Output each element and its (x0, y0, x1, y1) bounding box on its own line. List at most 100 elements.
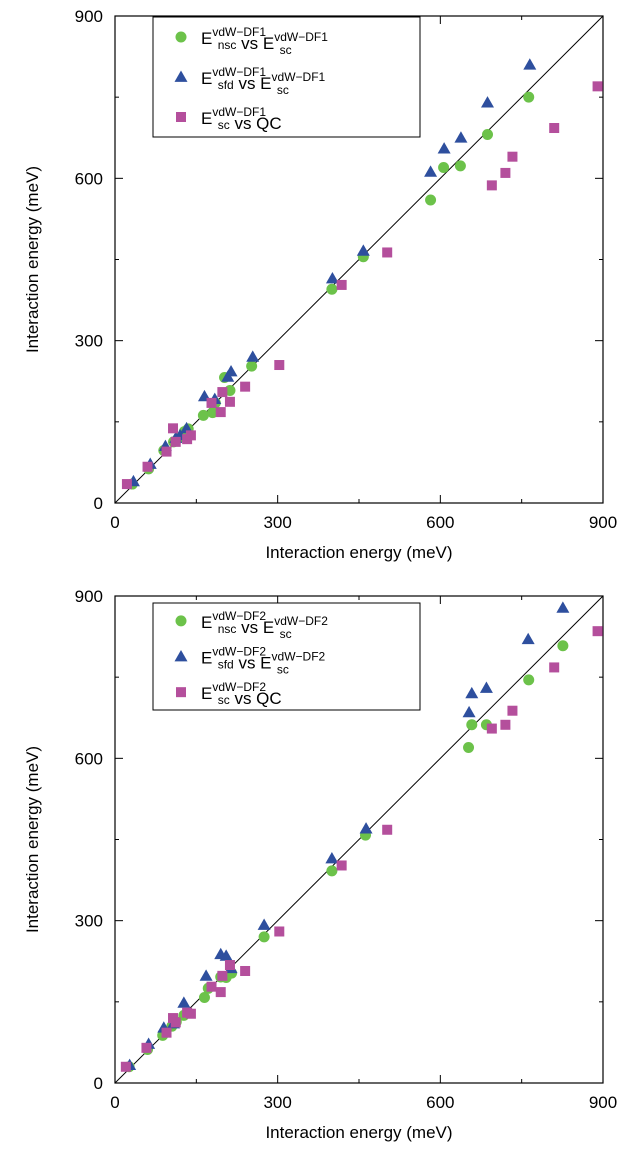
data-point (463, 742, 475, 754)
x-tick-label: 0 (110, 513, 119, 532)
data-point (557, 640, 569, 652)
legend-text-part: vs E (234, 74, 272, 93)
legend-text-part: sc (280, 627, 292, 641)
data-point (523, 674, 535, 686)
legend-text-part: E (201, 613, 212, 632)
data-point (198, 992, 210, 1004)
y-tick-label: 900 (75, 7, 103, 26)
legend-marker (174, 70, 188, 82)
data-point (438, 162, 450, 174)
data-point (215, 407, 226, 418)
data-point (549, 123, 560, 134)
legend-text-part: nsc (218, 622, 237, 636)
chart-panel-1: 0 300 600 900 0 300 600 900 Interaction energy (… (23, 7, 617, 562)
legend-text-part: vdW−DF2 (212, 680, 266, 694)
legend-entry: EvdW−DF1 sfd vs EvdW−DF1 sc (201, 65, 326, 97)
data-point (454, 131, 468, 143)
legend-entry: EvdW−DF2 sc vs QC (201, 680, 282, 708)
legend-marker (175, 31, 187, 43)
legend-marker (176, 112, 186, 122)
legend-text-part: vdW−DF2 (212, 645, 266, 659)
data-point (326, 865, 338, 877)
data-point (592, 81, 603, 92)
data-point (168, 423, 179, 434)
data-point (325, 851, 339, 864)
data-point (356, 244, 370, 256)
data-point (465, 686, 479, 699)
legend-text-part: vdW−DF1 (272, 70, 326, 84)
y-axis-label: Interaction energy (meV) (23, 746, 42, 933)
y-tick-label: 300 (75, 912, 103, 931)
data-point (197, 409, 209, 421)
legend-text-part: sc (218, 693, 230, 707)
legend-entry: EvdW−DF1 nsc vs EvdW−DF1 sc (201, 25, 328, 57)
data-point (325, 271, 339, 284)
data-point (246, 350, 260, 362)
x-tick-label: 600 (426, 513, 454, 532)
y-axis-label: Interaction energy (meV) (23, 166, 42, 353)
data-point (120, 1061, 131, 1072)
y-tick-label: 600 (75, 749, 103, 768)
data-point (224, 396, 235, 407)
data-point (121, 479, 132, 490)
data-point (462, 705, 476, 718)
data-point (224, 960, 235, 971)
x-axis-label: Interaction energy (meV) (265, 1123, 452, 1142)
legend-text-part: vdW−DF2 (274, 614, 328, 628)
legend-marker (175, 615, 187, 627)
data-point (274, 360, 285, 371)
legend-text-part: nsc (218, 38, 237, 52)
data-point (523, 91, 535, 103)
x-tick-label: 300 (263, 513, 291, 532)
legend-text-part: sfd (218, 78, 234, 92)
legend-entry: EvdW−DF2 nsc vs EvdW−DF2 sc (201, 609, 328, 641)
data-point (507, 705, 518, 716)
data-point (336, 279, 347, 290)
legend-entry: EvdW−DF1 sc vs QC (201, 105, 282, 133)
data-point (359, 822, 373, 834)
data-point (454, 160, 466, 172)
legend-text-part: vdW−DF2 (272, 650, 326, 664)
legend-box (152, 16, 421, 138)
legend-text-part: vdW−DF1 (274, 30, 328, 44)
data-point (185, 430, 196, 441)
legend-text-part: vdW−DF1 (212, 65, 266, 79)
series-square (120, 626, 603, 1072)
data-point (523, 58, 537, 70)
y-tick-label: 900 (75, 587, 103, 606)
legend-text-part: vs E (236, 34, 274, 53)
data-point (246, 360, 258, 372)
data-point (466, 719, 478, 731)
data-point (161, 446, 172, 457)
legend-text-part: E (201, 29, 212, 48)
data-point (482, 129, 494, 141)
data-point (257, 918, 271, 930)
data-point (479, 681, 493, 693)
data-point (500, 719, 511, 730)
legend-text-part: vs QC (230, 689, 282, 708)
data-point (507, 151, 518, 162)
data-point (240, 381, 251, 392)
legend-text-part: sc (218, 118, 230, 132)
data-point (425, 194, 437, 206)
data-point (500, 167, 511, 178)
legend-text-part: vdW−DF1 (212, 105, 266, 119)
legend-text-part: vdW−DF1 (212, 25, 266, 39)
chart-panel-2: 0 300 600 900 0 300 600 900 Interaction energy (… (23, 587, 617, 1142)
x-axis-label: Interaction energy (meV) (265, 543, 452, 562)
data-point (336, 860, 347, 871)
y-tick-label: 300 (75, 332, 103, 351)
x-tick-label: 600 (426, 1093, 454, 1112)
legend-entry: EvdW−DF2 sfd vs EvdW−DF2 sc (201, 645, 326, 677)
legend-text-part: E (201, 69, 212, 88)
legend-text-part: vs E (234, 654, 272, 673)
data-point (382, 247, 393, 258)
data-point (217, 970, 228, 981)
data-point (224, 365, 238, 377)
data-point (424, 165, 438, 177)
legend-text-part: vs QC (230, 114, 282, 133)
legend-text-part: E (201, 109, 212, 128)
